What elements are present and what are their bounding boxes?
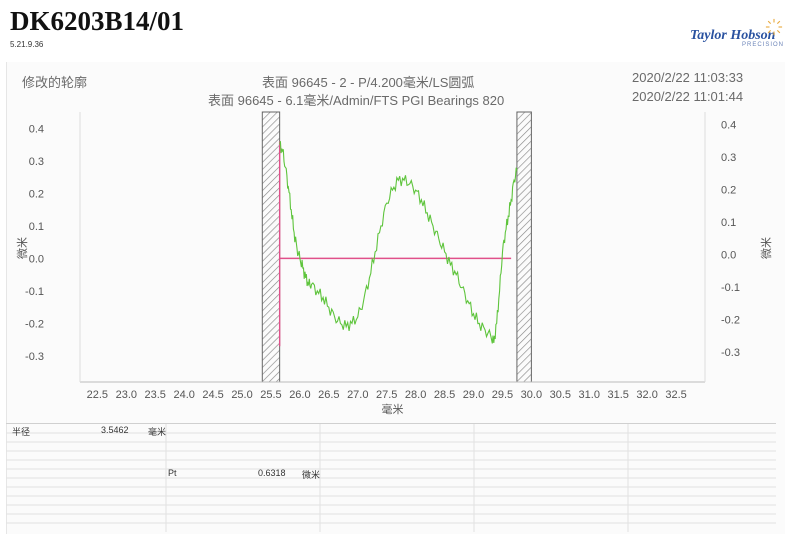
profile-chart: 22.5 23.0 23.5 24.0 24.5 25.0 25.5 26.0 26.5 27.0… [15, 111, 773, 416]
y-axis-label-left: 微米 [15, 237, 29, 259]
y-tick-label-left: -0.3 [25, 351, 44, 363]
report-title: DK6203B14/01 [10, 6, 185, 36]
y-tick-label-left: 0.1 [29, 221, 44, 233]
x-tick-label: 26.5 [318, 389, 339, 401]
y-tick-label-left: -0.2 [25, 318, 44, 330]
profile-series-line-0 [279, 141, 518, 344]
brand-logo: Taylor Hobson PRECISION [690, 18, 795, 48]
timestamp-1: 2020/2/22 11:03:33 [632, 70, 744, 85]
x-tick-label: 30.5 [550, 389, 571, 401]
y-axis-label-right: 微米 [759, 237, 773, 259]
x-tick-label: 29.0 [463, 389, 484, 401]
radius-unit: 毫米 [148, 427, 167, 437]
pt-label: Pt [168, 468, 177, 478]
y-tick-label-right: 0.4 [721, 119, 736, 131]
report-frame [6, 62, 785, 534]
y-tick-label-right: -0.3 [721, 347, 740, 359]
excluded-region-1 [516, 111, 532, 383]
results-grid [6, 424, 776, 532]
x-tick-label: 27.5 [376, 389, 397, 401]
x-tick-label: 23.5 [145, 389, 166, 401]
x-tick-label: 28.0 [405, 389, 426, 401]
x-tick-label: 31.5 [607, 389, 628, 401]
brand-name: Taylor Hobson [690, 28, 776, 43]
profile-type-label: 修改的轮廓 [22, 75, 88, 90]
x-tick-label: 25.0 [231, 389, 252, 401]
x-tick-label: 24.5 [202, 389, 223, 401]
y-tick-label-left: 0.3 [29, 156, 44, 168]
y-tick-label-right: 0.3 [721, 152, 736, 164]
y-tick-label-right: -0.1 [721, 282, 740, 294]
y-tick-label-left: -0.1 [25, 286, 44, 298]
x-tick-label: 29.5 [492, 389, 513, 401]
profile-info-line2: 表面 96645 - 6.1毫米/Admin/FTS PGI Bearings … [208, 93, 505, 108]
x-tick-label: 27.0 [347, 389, 368, 401]
radius-label: 半径 [12, 427, 31, 437]
y-tick-label-left: 0.0 [29, 253, 44, 265]
pt-unit: 微米 [302, 470, 321, 480]
radius-value: 3.5462 [101, 425, 129, 435]
x-tick-label: 32.0 [636, 389, 657, 401]
y-tick-label-right: 0.1 [721, 217, 736, 229]
x-tick-label: 24.0 [173, 389, 194, 401]
x-tick-label: 28.5 [434, 389, 455, 401]
brand-subtitle: PRECISION [742, 42, 785, 48]
y-tick-label-right: -0.2 [721, 314, 740, 326]
x-tick-label: 30.0 [521, 389, 542, 401]
timestamp-2: 2020/2/22 11:01:44 [632, 89, 744, 104]
x-tick-label: 26.0 [289, 389, 310, 401]
x-axis-label: 毫米 [382, 402, 404, 416]
report-version: 5.21.9.36 [10, 40, 44, 49]
profile-info-line1: 表面 96645 - 2 - P/4.200毫米/LS圆弧 [262, 75, 475, 90]
x-tick-label: 32.5 [665, 389, 686, 401]
pt-value: 0.6318 [258, 468, 286, 478]
x-tick-label: 22.5 [87, 389, 108, 401]
y-tick-label-right: 0.2 [721, 184, 736, 196]
sunburst-icon [765, 18, 783, 36]
x-tick-label: 25.5 [260, 389, 281, 401]
x-tick-label: 31.0 [579, 389, 600, 401]
y-tick-label-left: 0.2 [29, 188, 44, 200]
y-tick-label-right: 0.0 [721, 249, 736, 261]
excluded-region-0 [261, 111, 281, 383]
x-tick-label: 23.0 [116, 389, 137, 401]
y-tick-label-left: 0.4 [29, 123, 44, 135]
results-table: 半径 3.5462 毫米 Pt 0.6318 微米 [6, 423, 776, 532]
